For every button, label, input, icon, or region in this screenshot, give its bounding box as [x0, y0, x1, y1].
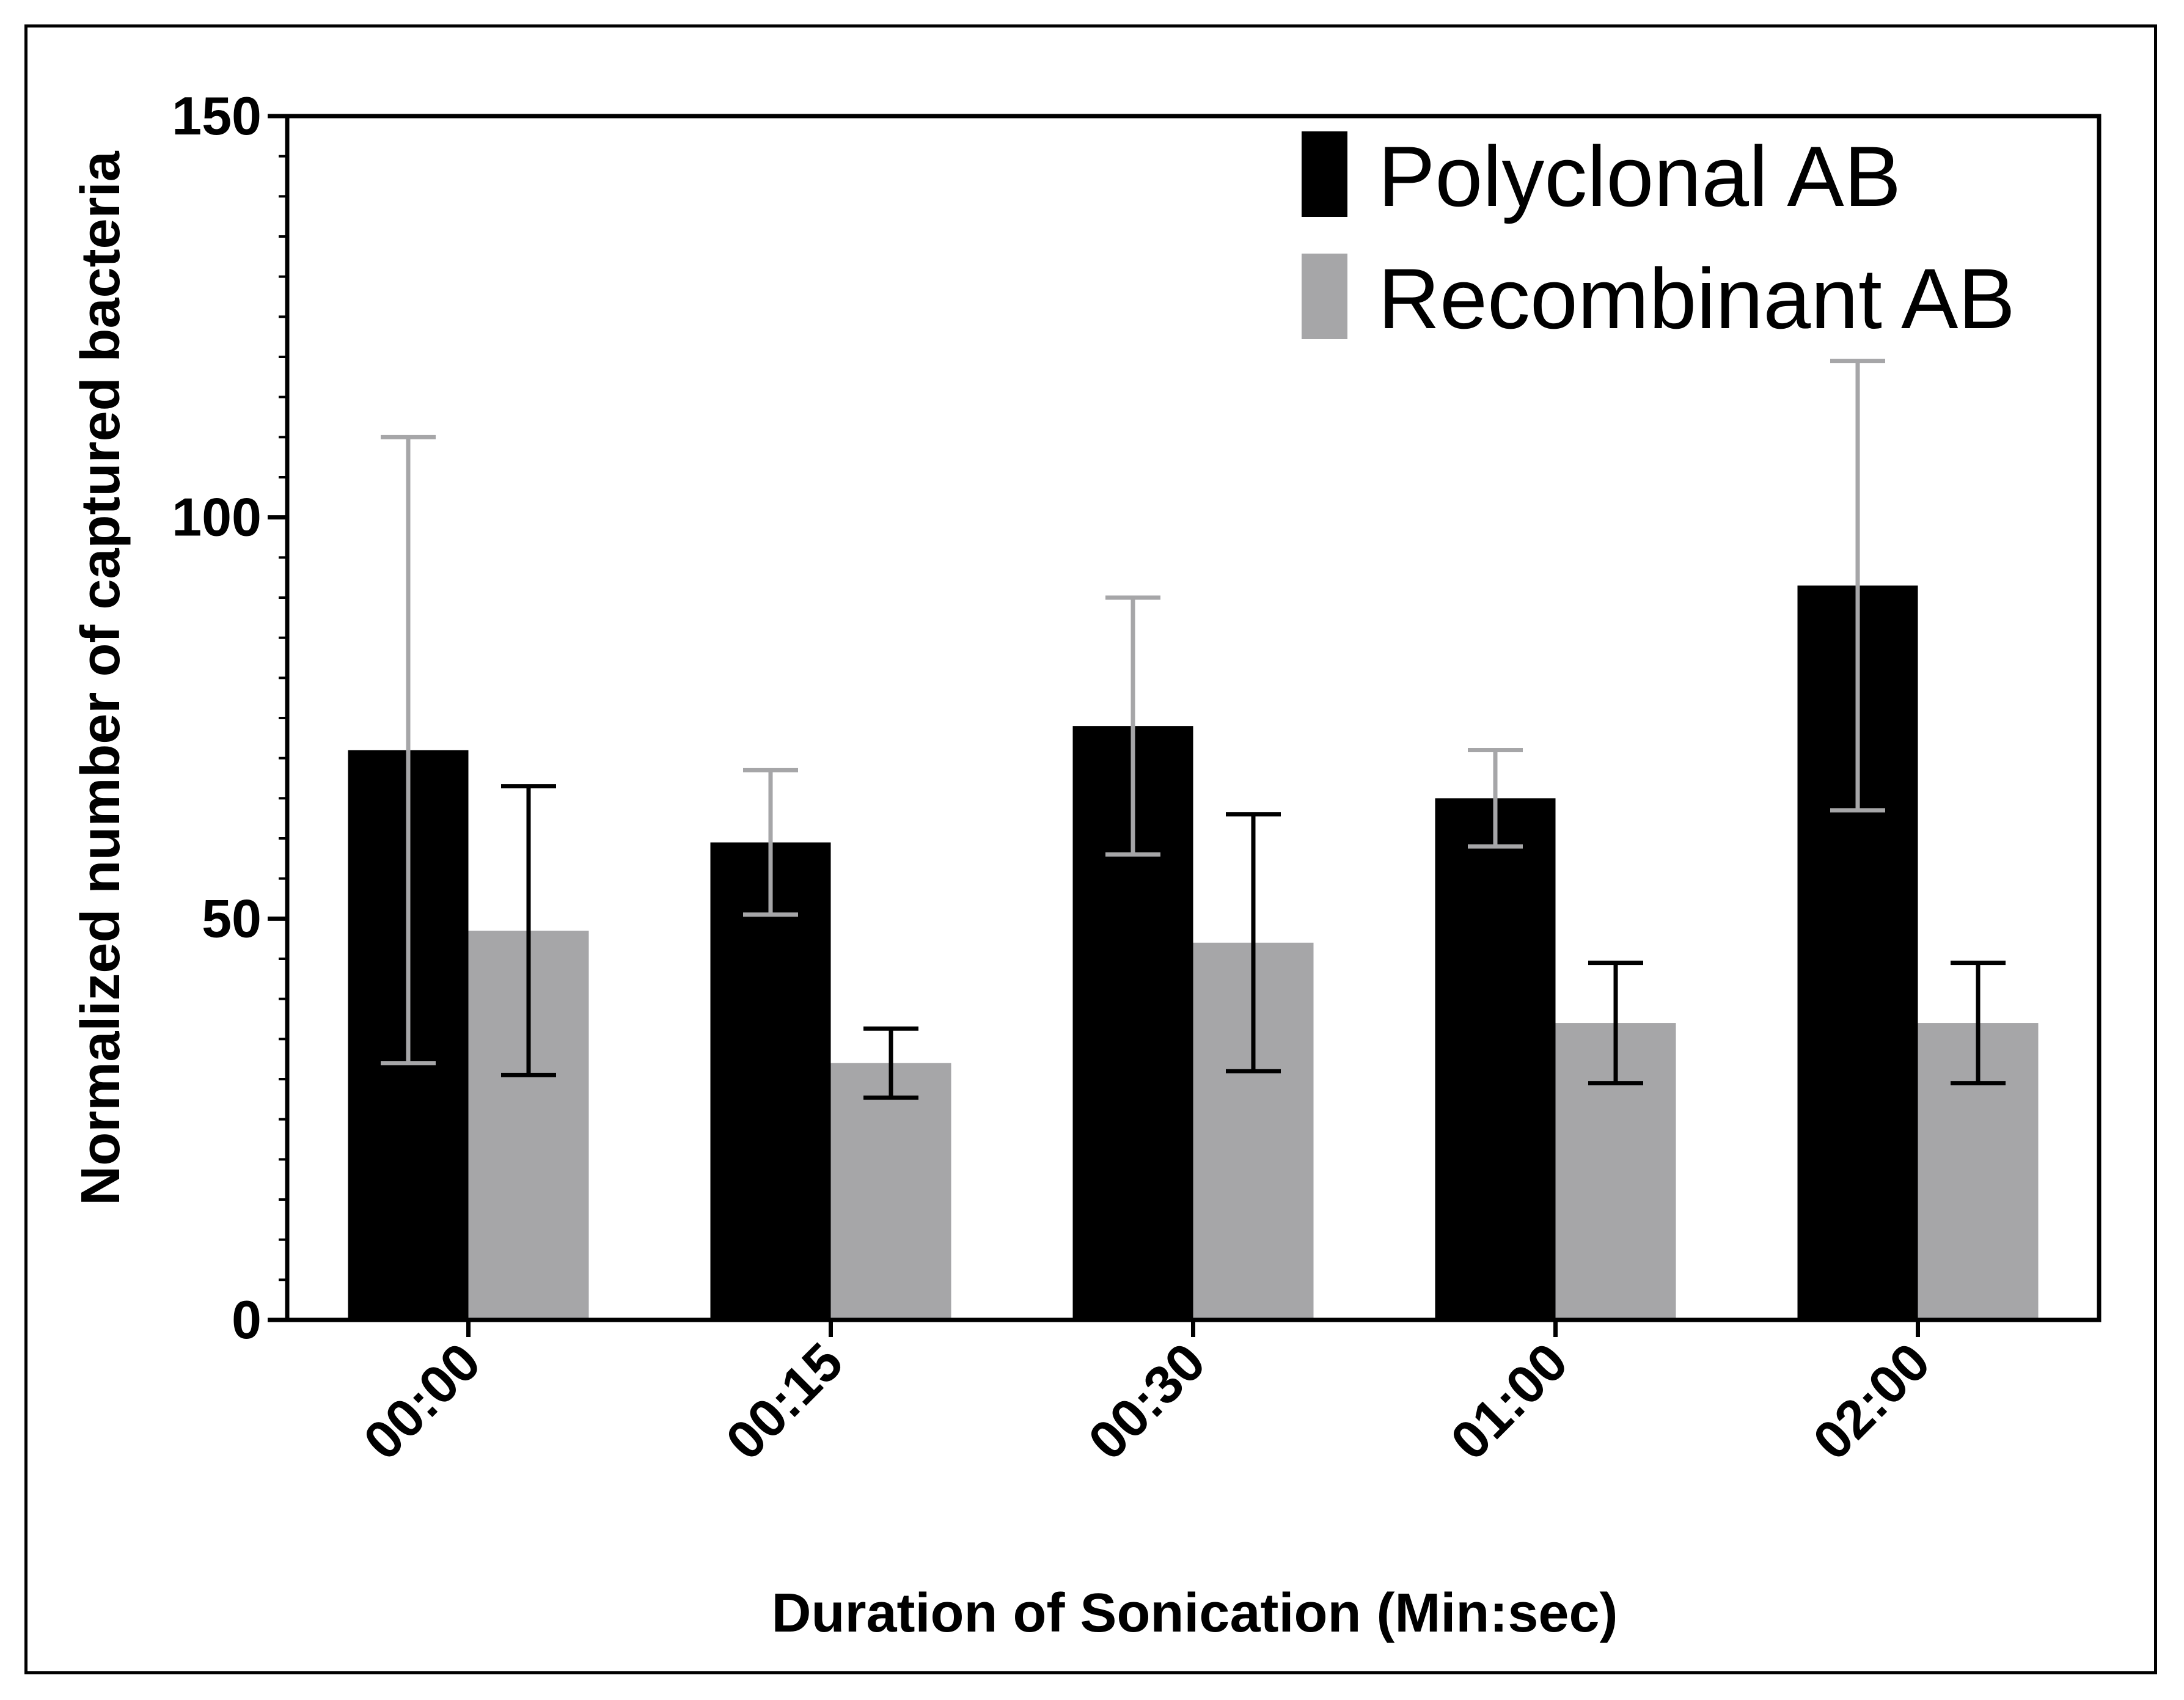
- y-tick-label-50: 50: [202, 888, 262, 948]
- x-tick-label-3: 01:00: [1439, 1331, 1579, 1471]
- y-tick-label-100: 100: [172, 487, 262, 548]
- bar-recombinant-1: [830, 1063, 951, 1320]
- legend-swatch-recombinant: [1302, 254, 1347, 339]
- legend-label-recombinant: Recombinant AB: [1378, 251, 2015, 346]
- x-tick-label-1: 00:15: [714, 1331, 854, 1471]
- x-axis-title: Duration of Sonication (Min:sec): [772, 1583, 1618, 1644]
- y-tick-label-150: 150: [172, 86, 262, 146]
- x-tick-label-0: 00:00: [352, 1331, 492, 1471]
- legend-label-polyclonal: Polyclonal AB: [1378, 128, 1901, 224]
- bar-polyclonal-1: [710, 842, 831, 1320]
- legend-swatch-polyclonal: [1302, 131, 1347, 217]
- x-tick-label-2: 00:30: [1077, 1331, 1217, 1471]
- bar-polyclonal-3: [1435, 798, 1556, 1320]
- y-axis-title: Normalized number of captured bacteria: [70, 150, 131, 1205]
- y-tick-label-0: 0: [232, 1289, 262, 1350]
- x-tick-label-4: 02:00: [1801, 1331, 1941, 1471]
